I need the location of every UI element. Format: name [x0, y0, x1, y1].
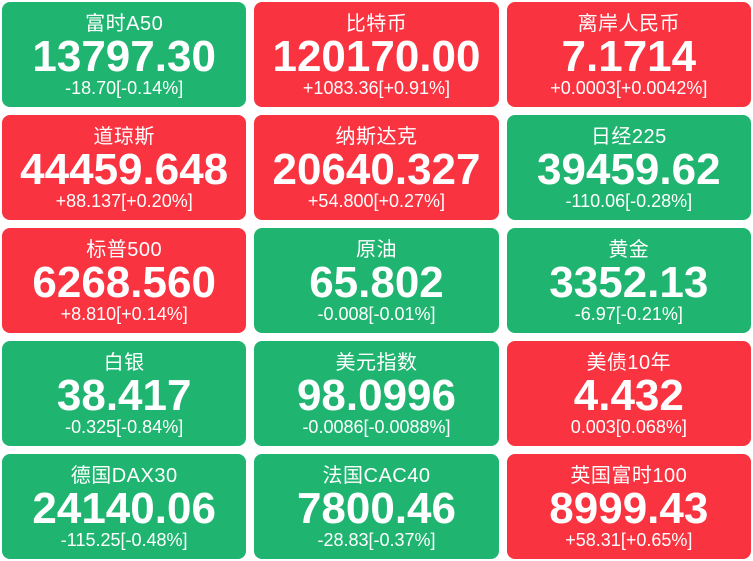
price-change: -115.25[-0.48%]: [60, 530, 188, 550]
instrument-name: 原油: [355, 239, 397, 261]
price-value: 7.1714: [561, 32, 697, 81]
price-value: 8999.43: [549, 484, 709, 533]
price-change: 0.003[0.068%]: [570, 417, 687, 437]
market-tile[interactable]: 道琼斯 44459.648 +88.137[+0.20%]: [2, 115, 247, 220]
market-tile[interactable]: 黄金 3352.13 -6.97[-0.21%]: [506, 228, 751, 333]
market-tile[interactable]: 美债10年 4.432 0.003[0.068%]: [506, 341, 751, 446]
market-tile[interactable]: 离岸人民币 7.1714 +0.0003[+0.0042%]: [506, 2, 751, 107]
instrument-name: 比特币: [345, 13, 408, 35]
market-tile[interactable]: 英国富时100 8999.43 +58.31[+0.65%]: [506, 454, 751, 559]
price-value: 7800.46: [296, 484, 457, 533]
instrument-name: 德国DAX30: [70, 465, 178, 487]
price-change: -18.70[-0.14%]: [65, 78, 184, 98]
market-tile[interactable]: 美元指数 98.0996 -0.0086[-0.0088%]: [254, 341, 499, 446]
market-tile[interactable]: 白银 38.417 -0.325[-0.84%]: [2, 341, 247, 446]
price-value: 20640.327: [272, 145, 481, 194]
price-change: +88.137[+0.20%]: [55, 191, 193, 211]
price-value: 13797.30: [32, 32, 216, 81]
instrument-name: 日经225: [590, 126, 667, 148]
price-change: -0.0086[-0.0088%]: [302, 417, 451, 437]
market-tile[interactable]: 德国DAX30 24140.06 -115.25[-0.48%]: [2, 454, 247, 559]
instrument-name: 富时A50: [85, 13, 164, 35]
price-change: +58.31[+0.65%]: [565, 530, 693, 550]
instrument-name: 英国富时100: [570, 465, 688, 487]
market-tile[interactable]: 原油 65.802 -0.008[-0.01%]: [254, 228, 499, 333]
price-change: +54.800[+0.27%]: [307, 191, 446, 211]
price-change: -28.83[-0.37%]: [317, 530, 436, 550]
price-change: +1083.36[+0.91%]: [302, 78, 451, 98]
price-value: 3352.13: [549, 258, 709, 307]
price-value: 38.417: [56, 371, 192, 420]
instrument-name: 美债10年: [586, 352, 672, 374]
instrument-name: 黄金: [608, 239, 650, 261]
price-value: 98.0996: [296, 371, 457, 420]
market-tile[interactable]: 日经225 39459.62 -110.06[-0.28%]: [506, 115, 751, 220]
market-tile[interactable]: 比特币 120170.00 +1083.36[+0.91%]: [254, 2, 499, 107]
instrument-name: 标普500: [86, 239, 163, 261]
market-tile[interactable]: 纳斯达克 20640.327 +54.800[+0.27%]: [254, 115, 499, 220]
price-change: +8.810[+0.14%]: [60, 304, 188, 324]
market-tile[interactable]: 富时A50 13797.30 -18.70[-0.14%]: [2, 2, 247, 107]
price-change: -110.06[-0.28%]: [565, 191, 693, 211]
instrument-name: 美元指数: [335, 352, 418, 374]
price-value: 44459.648: [20, 145, 229, 194]
market-tile[interactable]: 法国CAC40 7800.46 -28.83[-0.37%]: [254, 454, 499, 559]
price-value: 65.802: [309, 258, 444, 307]
price-value: 4.432: [573, 371, 684, 420]
price-value: 120170.00: [272, 32, 481, 81]
instrument-name: 道琼斯: [93, 126, 155, 148]
price-value: 24140.06: [32, 484, 216, 533]
price-change: -0.008[-0.01%]: [317, 304, 436, 324]
price-value: 6268.560: [32, 258, 216, 307]
instrument-name: 离岸人民币: [577, 13, 681, 35]
instrument-name: 法国CAC40: [322, 465, 431, 487]
price-change: -6.97[-0.21%]: [574, 304, 683, 324]
price-change: -0.325[-0.84%]: [65, 417, 184, 437]
market-tile[interactable]: 标普500 6268.560 +8.810[+0.14%]: [2, 228, 247, 333]
instrument-name: 白银: [103, 352, 145, 374]
price-value: 39459.62: [537, 145, 721, 194]
instrument-name: 纳斯达克: [335, 126, 418, 148]
price-change: +0.0003[+0.0042%]: [550, 78, 708, 98]
